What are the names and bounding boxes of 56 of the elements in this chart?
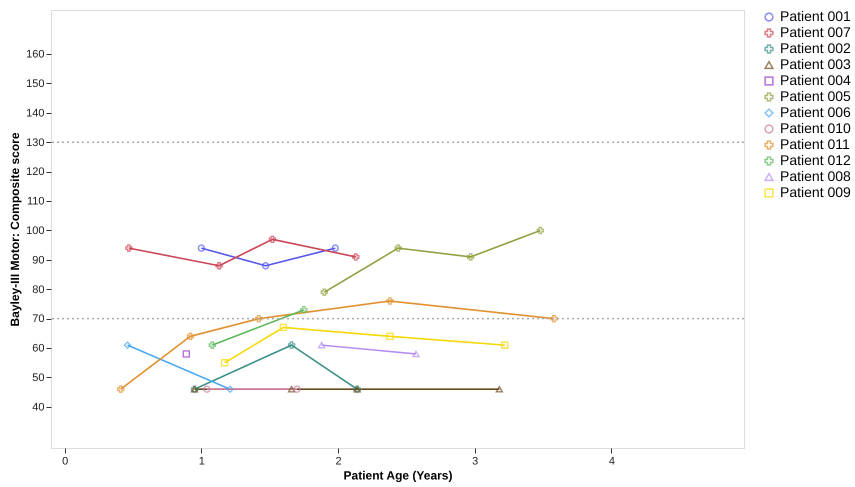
legend-label: Patient 005 — [780, 88, 852, 104]
x-tick-label: 3 — [472, 456, 478, 468]
legend-label: Patient 007 — [780, 24, 852, 40]
y-tick-label: 120 — [26, 166, 44, 178]
point — [386, 297, 394, 305]
y-tick-label: 40 — [32, 401, 44, 414]
point — [536, 226, 544, 234]
point — [501, 341, 508, 349]
point — [320, 288, 328, 296]
point — [117, 386, 124, 393]
point — [186, 332, 194, 340]
legend-label: Patient 004 — [780, 72, 852, 88]
legend-label: Patient 009 — [780, 184, 852, 200]
y-tick-label: 150 — [26, 78, 44, 90]
y-tick-label: 140 — [26, 107, 44, 120]
point — [352, 253, 360, 261]
point — [220, 359, 228, 366]
point — [466, 253, 474, 261]
y-tick-label: 70 — [32, 313, 44, 326]
legend-label: Patient 011 — [780, 136, 850, 152]
point — [255, 314, 262, 322]
legend-label: Patient 012 — [780, 152, 852, 168]
x-tick-label: 2 — [335, 456, 342, 468]
point — [550, 314, 558, 322]
y-tick-label: 50 — [32, 372, 44, 384]
x-axis-title: Patient Age (Years) — [344, 468, 452, 482]
point — [288, 341, 296, 349]
y-axis-title: Bayley-III Motor: Composite score — [8, 132, 22, 327]
point — [124, 341, 132, 349]
x-tick-label: 4 — [608, 456, 615, 468]
legend-label: Patient 002 — [780, 40, 852, 56]
legend-label: Patient 006 — [780, 104, 852, 120]
legend-label: Patient 010 — [780, 120, 852, 136]
legend-label: Patient 001 — [780, 8, 852, 24]
y-tick-label: 110 — [26, 196, 44, 208]
point — [394, 244, 402, 252]
y-tick-label: 160 — [26, 48, 44, 61]
point — [268, 236, 276, 243]
point — [386, 332, 394, 340]
point — [215, 262, 223, 270]
legend-label: Patient 003 — [780, 56, 852, 72]
x-tick-label: 0 — [62, 456, 68, 468]
y-tick-label: 60 — [32, 342, 44, 355]
legend-label: Patient 008 — [780, 168, 852, 184]
y-tick-label: 130 — [26, 136, 44, 149]
y-tick-label: 100 — [26, 224, 44, 237]
point — [280, 324, 288, 332]
x-tick-label: 1 — [198, 456, 205, 468]
point — [300, 306, 308, 314]
point — [262, 262, 270, 270]
point — [125, 244, 133, 252]
point — [226, 386, 234, 393]
point — [208, 341, 216, 349]
y-tick-label: 90 — [32, 254, 44, 266]
y-tick-label: 80 — [32, 284, 44, 296]
point — [182, 350, 190, 358]
